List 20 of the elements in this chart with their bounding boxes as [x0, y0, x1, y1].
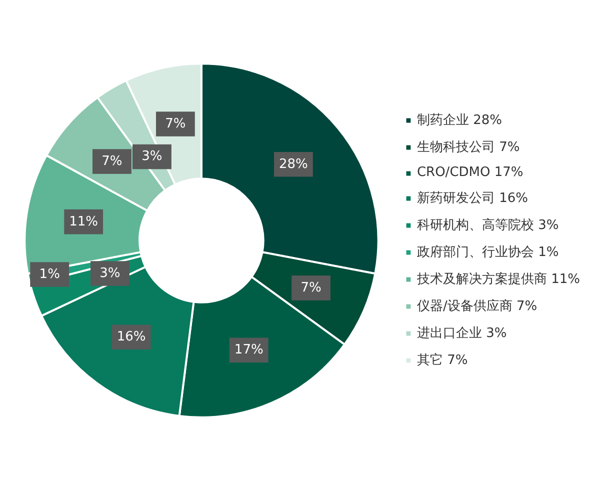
legend-label: 技术及解决方案提供商 11% [416, 271, 580, 288]
data-label: 3% [142, 149, 162, 164]
data-label: 3% [100, 266, 120, 281]
data-label: 7% [165, 116, 186, 132]
legend-label: 新药研发公司 16% [416, 190, 528, 207]
data-label: 11% [69, 214, 98, 230]
legend-label: 科研机构、高等院校 3% [416, 217, 559, 234]
legend-label: 生物科技公司 7% [416, 139, 520, 156]
data-label: 7% [300, 280, 322, 296]
legend-label: 其它 7% [416, 352, 468, 369]
data-label: 7% [102, 154, 122, 170]
data-label: 28% [278, 156, 308, 172]
data-label: 17% [234, 342, 264, 358]
legend-label: 进出口企业 3% [416, 325, 507, 342]
legend-label: CRO/CDMO 17% [416, 165, 524, 180]
legend-label: 政府部门、行业协会 1% [416, 244, 559, 261]
data-label: 16% [116, 330, 146, 345]
legend-label: 制药企业 28% [416, 112, 502, 129]
legend-label: 仪器/设备供应商 7% [416, 298, 538, 315]
data-label: 1% [39, 266, 60, 282]
